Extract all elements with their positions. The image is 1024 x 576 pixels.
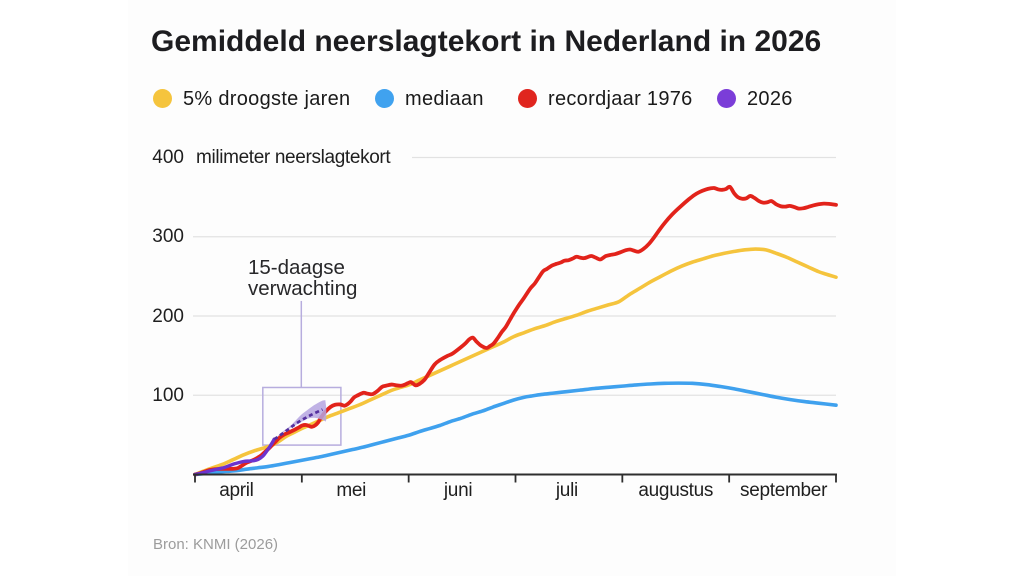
series-line-2026 [193, 437, 276, 477]
y-axis-unit-label: milimeter neerslagtekort [196, 147, 391, 168]
legend-dot-red-icon [518, 89, 537, 108]
chart-card [128, 0, 896, 576]
forecast-annotation-line1: 15-daagse [248, 256, 345, 279]
x-tick-label-juli: juli [555, 480, 578, 501]
forecast-box [262, 386, 342, 446]
y-tick-label-300: 300 [152, 226, 184, 248]
y-tick-label-200: 200 [152, 305, 184, 327]
legend-dot-purple-icon [717, 89, 736, 108]
legend-item-2026: 2026 [717, 88, 793, 110]
x-tick-label-augustus: augustus [638, 480, 714, 501]
legend-label: recordjaar 1976 [548, 88, 693, 110]
source-label: Bron: KNMI (2026) [153, 536, 279, 553]
legend-item-droogste-jaren: 5% droogste jaren [153, 88, 351, 110]
legend-label: 2026 [747, 88, 793, 110]
y-tick-label-100: 100 [152, 384, 184, 406]
legend-label: 5% droogste jaren [183, 88, 351, 110]
chart-title: Gemiddeld neerslagtekort in Nederland in… [151, 25, 822, 58]
x-tick-label-september: september [740, 480, 828, 501]
legend-item-recordjaar: recordjaar 1976 [518, 88, 693, 110]
x-tick-label-april: april [219, 480, 254, 501]
y-tick-label-400: 400 [152, 147, 184, 168]
forecast-annotation-line2: verwachting [248, 276, 358, 300]
x-tick-label-juni: juni [443, 480, 473, 501]
legend-dot-yellow-icon [153, 89, 172, 108]
series-line-recordjaar-1976 [193, 184, 838, 477]
legend-item-mediaan: mediaan [375, 88, 484, 110]
forecast-annotation: 15-daagse verwachting [248, 256, 358, 300]
x-tick-label-mei: mei [336, 480, 367, 501]
series-line-mediaan [193, 381, 838, 477]
series-line-5-droogste-jaren [193, 247, 838, 477]
legend-label: mediaan [405, 88, 484, 110]
legend-dot-blue-icon [375, 89, 394, 108]
